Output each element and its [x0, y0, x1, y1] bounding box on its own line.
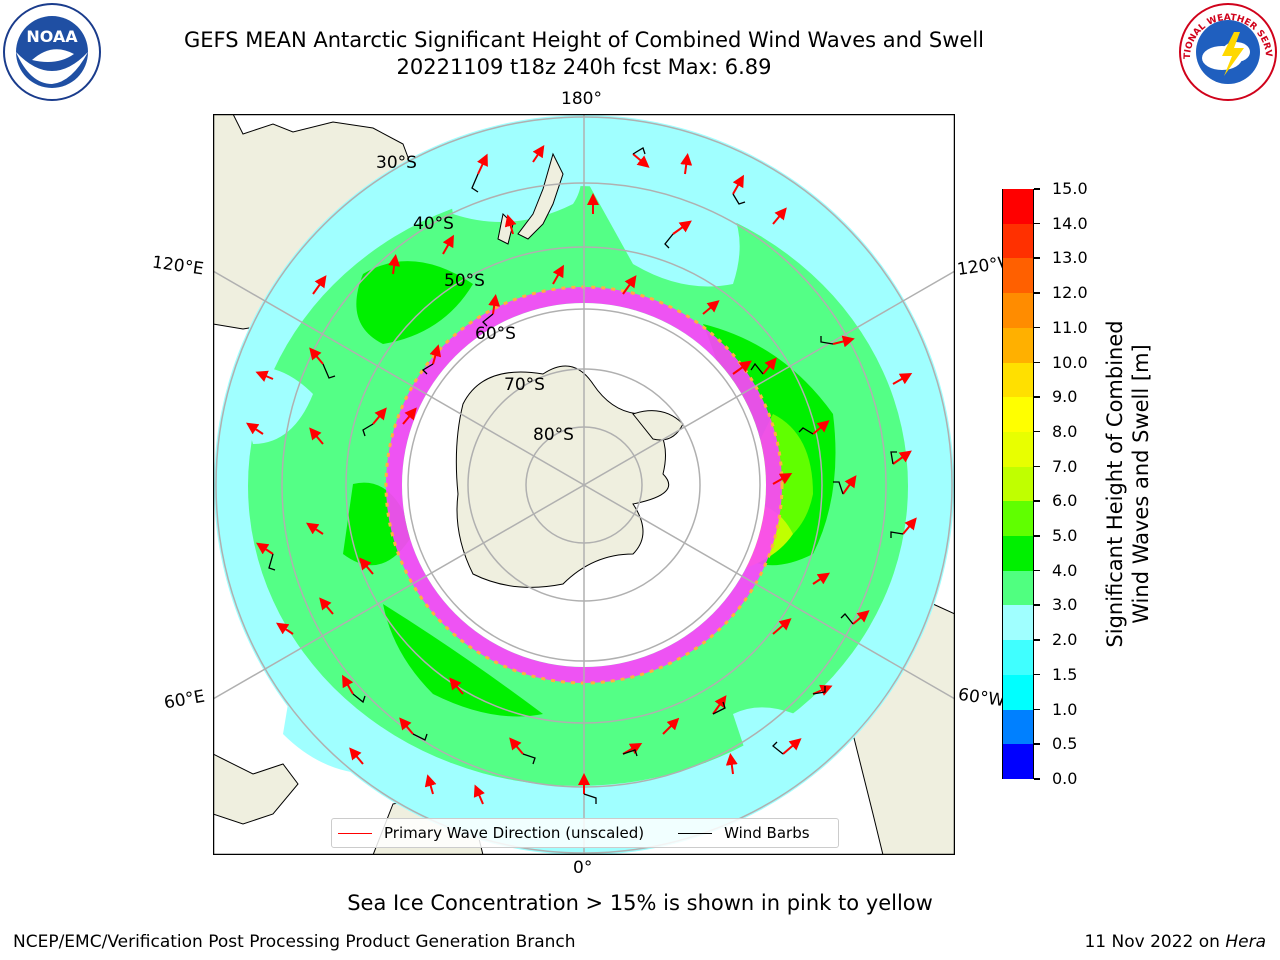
colorbar-tick-label: 7.0 [1052, 456, 1078, 476]
colorbar-tick-mark [1034, 257, 1040, 259]
colorbar-segment [1003, 604, 1033, 641]
legend-primary-swatch [338, 832, 372, 834]
colorbar-tick-mark [1034, 673, 1040, 676]
colorbar-tick-mark [1034, 292, 1040, 294]
colorbar-segment [1003, 188, 1033, 224]
colorbar-tick-label: 13.0 [1052, 248, 1088, 268]
lon-label-60e: 60°E [162, 686, 207, 714]
footer-left: NCEP/EMC/Verification Post Processing Pr… [13, 932, 576, 952]
colorbar-tick-mark [1034, 500, 1040, 502]
colorbar-tick-mark [1034, 604, 1040, 606]
colorbar-segment [1003, 674, 1033, 710]
colorbar [1002, 188, 1034, 779]
colorbar-tick-label: 8.0 [1052, 421, 1078, 441]
colorbar-segment [1003, 396, 1033, 432]
colorbar-ticks: 0.0 0.5 1.0 1.5 2.0 3.0 4.0 5.0 6.0 7.0 8.0 9.0 10.0… [1034, 0, 1114, 960]
colorbar-segment [1003, 500, 1033, 537]
colorbar-segment [1003, 431, 1033, 467]
legend-wind-barbs: Wind Barbs [672, 824, 810, 842]
legend-primary-label: Primary Wave Direction (unscaled) [384, 824, 645, 842]
wave-direction-arrows [246, 145, 917, 805]
colorbar-segment [1003, 466, 1033, 502]
colorbar-segment [1003, 570, 1033, 606]
colorbar-tick-label: 14.0 [1052, 213, 1088, 233]
colorbar-segment [1003, 292, 1033, 328]
footer-right: 11 Nov 2022 on Hera [1084, 932, 1266, 952]
footer-date: 11 Nov 2022 on [1084, 932, 1226, 952]
legend-primary-wave: Primary Wave Direction (unscaled) [332, 824, 644, 842]
land-africa [213, 753, 299, 825]
colorbar-tick-label: 1.5 [1052, 664, 1078, 684]
colorbar-tick-mark [1034, 639, 1040, 641]
map-legend: Primary Wave Direction (unscaled) Wind B… [331, 818, 839, 848]
colorbar-tick-label: 1.0 [1052, 699, 1078, 719]
colorbar-segment [1003, 327, 1033, 363]
colorbar-tick-mark [1034, 361, 1040, 364]
lon-label-60w: 60°W [956, 684, 1007, 712]
colorbar-tick-mark [1034, 569, 1040, 572]
colorbar-tick-label: 0.0 [1052, 769, 1078, 788]
colorbar-tick-mark [1034, 708, 1040, 711]
colorbar-tick-label: 10.0 [1052, 352, 1088, 372]
colorbar-tick-mark [1034, 535, 1040, 537]
legend-wind-swatch [678, 832, 713, 834]
footer-host: Hera [1225, 932, 1266, 952]
colorbar-tick-label: 15.0 [1052, 179, 1088, 198]
colorbar-segment [1003, 223, 1033, 259]
colorbar-segment [1003, 639, 1033, 675]
colorbar-label-line1: Significant Height of Combined [1103, 320, 1127, 648]
colorbar-tick-mark [1034, 188, 1040, 190]
colorbar-tick-mark [1034, 465, 1040, 468]
colorbar-segment [1003, 257, 1033, 294]
lat-label-70s: 70°S [504, 375, 545, 395]
lon-label-top: 180° [561, 89, 602, 109]
nws-logo: NATIONAL WEATHER SERVICE [1178, 2, 1277, 101]
colorbar-label-line2: Wind Waves and Swell [m] [1129, 344, 1153, 624]
lon-label-120e: 120°E [150, 252, 205, 280]
colorbar-tick-label: 2.0 [1052, 630, 1078, 650]
graticule-meridians [213, 114, 955, 855]
colorbar-tick-mark [1034, 743, 1040, 745]
legend-wind-label: Wind Barbs [724, 824, 810, 842]
colorbar-tick-label: 9.0 [1052, 387, 1078, 407]
noaa-logo: NOAA [3, 3, 101, 101]
wind-barbs [268, 147, 904, 804]
lat-label-60s: 60°S [475, 324, 516, 344]
colorbar-tick-label: 5.0 [1052, 526, 1078, 546]
lat-label-30s: 30°S [376, 153, 417, 173]
colorbar-tick-label: 11.0 [1052, 317, 1088, 337]
polar-map [213, 114, 955, 855]
colorbar-tick-label: 12.0 [1052, 283, 1088, 303]
noaa-logo-text: NOAA [26, 27, 78, 46]
chart-subtitle: 20221109 t18z 240h fcst Max: 6.89 [396, 55, 772, 79]
sea-ice-note: Sea Ice Concentration > 15% is shown in … [347, 891, 933, 915]
colorbar-segment [1003, 362, 1033, 398]
colorbar-tick-label: 6.0 [1052, 491, 1078, 511]
colorbar-segment [1003, 535, 1033, 571]
colorbar-tick-label: 4.0 [1052, 560, 1078, 580]
lat-label-50s: 50°S [444, 271, 485, 291]
lat-label-40s: 40°S [413, 214, 454, 234]
colorbar-tick-mark [1034, 396, 1040, 398]
colorbar-segment [1003, 743, 1033, 779]
lon-label-bottom: 0° [573, 858, 593, 878]
colorbar-tick-mark [1034, 326, 1040, 329]
colorbar-tick-mark [1034, 430, 1040, 433]
colorbar-tick-mark [1034, 778, 1040, 780]
lat-label-80s: 80°S [533, 425, 574, 445]
colorbar-tick-mark [1034, 222, 1040, 225]
chart-title: GEFS MEAN Antarctic Significant Height o… [183, 28, 985, 52]
colorbar-segment [1003, 709, 1033, 745]
colorbar-tick-label: 3.0 [1052, 595, 1078, 615]
colorbar-tick-label: 0.5 [1052, 734, 1078, 754]
